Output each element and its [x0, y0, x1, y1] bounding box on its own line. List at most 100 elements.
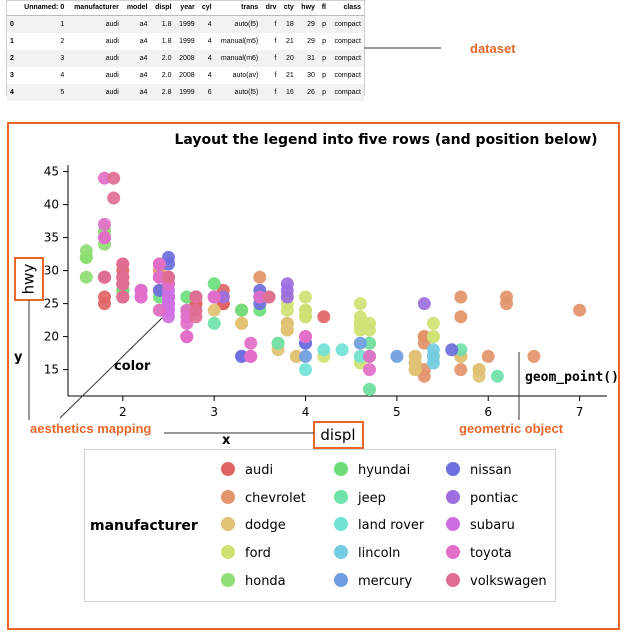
data-point-lincoln: [426, 343, 440, 357]
x-label: x: [222, 433, 231, 448]
table-index-cell: 2: [7, 50, 18, 67]
y-tick-label: 25: [44, 297, 59, 311]
dataset-table-body: 0 1 audi a4 1.8 1999 4 auto(l5) f 18 29 p compact 1 2 a…: [7, 15, 364, 101]
table-cell: auto(l5): [214, 15, 262, 33]
data-point-toyota: [134, 283, 148, 297]
legend-box: [84, 449, 556, 602]
table-cell: 1999: [174, 84, 198, 101]
table-cell: 16: [279, 84, 297, 101]
color-label: color: [114, 359, 151, 374]
y-tick-label: 15: [44, 363, 59, 377]
legend-label: audi: [245, 463, 273, 478]
legend-swatch: [334, 545, 348, 559]
table-cell: compact: [328, 84, 364, 101]
table-cell: a4: [121, 15, 151, 33]
table-cell: 1: [17, 15, 68, 33]
data-point-ford: [426, 330, 440, 344]
table-cell: 31: [296, 50, 318, 67]
table-row: 2 3 audi a4 2.0 2008 4 manual(m6) f 20 31 p compact: [7, 50, 364, 67]
data-point-land-rover: [317, 343, 331, 357]
legend-label: subaru: [470, 518, 515, 533]
table-cell: 4: [207, 72, 212, 79]
table-cell: 4: [207, 38, 212, 45]
data-point-land-rover: [335, 343, 349, 357]
table-cell: compact: [334, 72, 361, 79]
table-header-cell: hwy: [296, 1, 318, 16]
plot-frame: [7, 122, 620, 630]
table-header-cell: drv: [261, 1, 280, 16]
legend-label: land rover: [358, 518, 425, 533]
data-point-pontiac: [417, 297, 431, 311]
table-cell: 2008: [179, 72, 195, 79]
y-tick-label: 45: [44, 165, 59, 179]
data-point-pontiac: [280, 290, 294, 304]
table-cell: 18: [279, 15, 297, 33]
table-header-cell: manufacturer: [67, 1, 122, 16]
data-point-ford: [363, 323, 376, 337]
displ-highlight-box: [313, 421, 364, 449]
table-cell: 3: [17, 50, 68, 67]
table-cell: 2008: [174, 50, 198, 67]
legend-swatch: [334, 517, 348, 531]
legend-swatch: [334, 573, 348, 587]
legend-swatch: [221, 490, 235, 504]
dataset-table-header: Unnamed: 0 manufacturer model displ year cyl t…: [7, 1, 364, 16]
table-cell: compact: [328, 50, 364, 67]
table-header-cell: Unnamed: 0: [17, 1, 68, 16]
data-point-volkswagen: [189, 290, 203, 304]
table-cell: audi: [105, 72, 119, 79]
data-points: [79, 171, 587, 396]
table-cell: 26: [296, 84, 318, 101]
data-point-honda: [79, 270, 93, 284]
data-point-jeep: [271, 336, 285, 350]
legend-entries: audi chevrolet dodge ford honda hyundai jeep la…: [221, 462, 547, 589]
table-cell: 21: [286, 38, 294, 45]
table-cell: p: [317, 15, 329, 33]
data-point-nissan: [152, 283, 166, 297]
data-point-volkswagen: [98, 270, 111, 284]
table-index-cell: 1: [10, 38, 14, 45]
legend-label: lincoln: [358, 546, 400, 561]
dataset-table: Unnamed: 0 manufacturer model displ year cyl t…: [7, 1, 364, 101]
data-point-chevrolet: [454, 310, 468, 324]
data-point-toyota: [207, 290, 221, 304]
table-cell: p: [317, 84, 329, 101]
data-point-jeep: [454, 343, 468, 357]
data-point-toyota: [152, 303, 166, 317]
table-cell: manual(m5): [220, 38, 259, 45]
table-cell: 29: [307, 38, 315, 45]
legend-swatch: [446, 545, 460, 559]
table-cell: 2.8: [150, 84, 175, 101]
data-point-toyota: [244, 349, 258, 363]
legend-label: jeep: [357, 491, 386, 506]
table-cell: 1999: [174, 15, 198, 33]
table-header-cell: displ: [150, 1, 175, 16]
table-row: 0 1 audi a4 1.8 1999 4 auto(l5) f 18 29 p compact: [7, 15, 364, 33]
data-point-land-rover: [299, 363, 312, 377]
data-point-honda: [79, 250, 93, 264]
table-cell: p: [322, 72, 326, 79]
data-point-toyota: [98, 217, 111, 231]
legend-label: dodge: [245, 518, 286, 533]
data-point-toyota: [180, 310, 194, 324]
table-cell: audi: [67, 84, 122, 101]
legend-label: ford: [245, 546, 271, 561]
y-tick-label: 35: [44, 231, 59, 245]
legend-swatch: [334, 490, 348, 504]
data-point-dodge: [472, 369, 486, 383]
table-header-cell: fl: [317, 1, 329, 16]
table-cell: manual(m6): [214, 50, 262, 67]
legend-label: hyundai: [358, 463, 410, 478]
legend-label: mercury: [358, 574, 412, 589]
legend-swatch: [446, 462, 460, 476]
y-label: y: [14, 350, 23, 365]
hwy-highlight-box: [14, 257, 44, 301]
legend-title: manufacturer: [90, 518, 198, 534]
data-point-hyundai: [235, 303, 249, 317]
table-row: 3 4 audi a4 2.0 2008 4 auto(av) f 21 30 p compact: [7, 67, 364, 84]
table-header-cell: cty: [279, 1, 297, 16]
table-cell: 20: [279, 50, 297, 67]
data-point-mercury: [353, 336, 367, 350]
data-point-dodge: [289, 349, 303, 363]
table-header-cell: year: [174, 1, 198, 16]
